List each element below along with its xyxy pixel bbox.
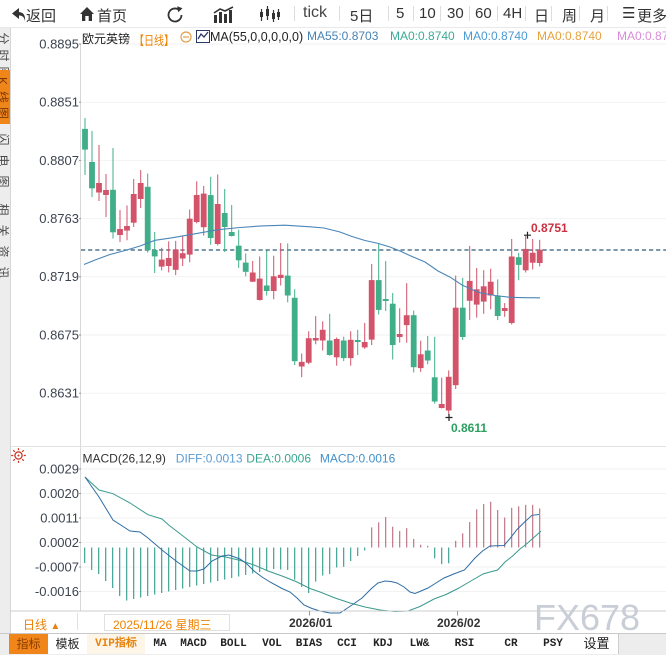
svg-text:0.0020: 0.0020 — [39, 486, 79, 501]
svg-text:0.0011: 0.0011 — [40, 510, 79, 525]
svg-text:0.8675: 0.8675 — [39, 327, 79, 342]
svg-text:MACD:0.0016: MACD:0.0016 — [320, 452, 396, 466]
svg-text:0.8611: 0.8611 — [451, 421, 487, 435]
svg-text:-0.0007: -0.0007 — [35, 559, 79, 574]
svg-text:0.0002: 0.0002 — [39, 535, 79, 550]
svg-text:0.8751: 0.8751 — [531, 221, 568, 235]
svg-text:0.0029: 0.0029 — [39, 461, 79, 476]
svg-text:0.8631: 0.8631 — [39, 386, 79, 401]
svg-text:0.8719: 0.8719 — [39, 269, 79, 284]
svg-text:0.8763: 0.8763 — [39, 211, 79, 226]
svg-text:MACD(26,12,9): MACD(26,12,9) — [83, 452, 166, 466]
svg-text:DIFF:0.0013: DIFF:0.0013 — [176, 452, 243, 466]
svg-text:-0.0016: -0.0016 — [35, 584, 79, 599]
svg-text:DEA:0.0006: DEA:0.0006 — [246, 452, 311, 466]
svg-text:0.8895: 0.8895 — [39, 36, 79, 51]
svg-text:0.8807: 0.8807 — [39, 153, 79, 168]
svg-text:0.8851: 0.8851 — [39, 95, 79, 110]
